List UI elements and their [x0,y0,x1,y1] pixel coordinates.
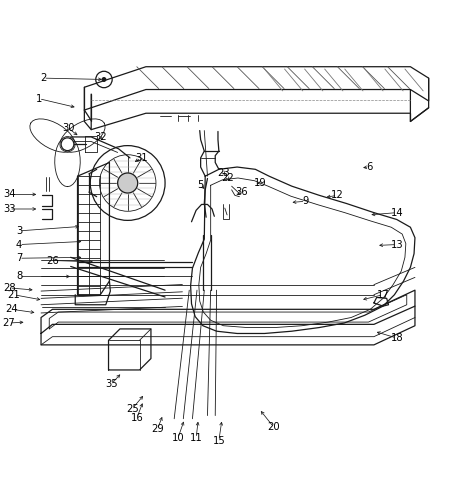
Text: 17: 17 [376,290,389,300]
Text: 24: 24 [5,304,18,314]
Text: 33: 33 [3,204,15,214]
Text: 6: 6 [365,162,372,172]
Text: 36: 36 [235,187,248,197]
Text: 22: 22 [221,173,234,183]
Circle shape [61,138,74,151]
Text: 16: 16 [130,413,143,423]
Text: 34: 34 [3,190,15,199]
Text: 26: 26 [46,255,59,265]
Text: 3: 3 [16,226,22,236]
Text: 27: 27 [3,318,15,328]
Text: 13: 13 [389,240,402,250]
Text: 18: 18 [389,333,402,343]
Text: 21: 21 [7,290,20,300]
Text: 35: 35 [105,379,118,389]
Text: 30: 30 [62,123,75,133]
Text: 9: 9 [302,196,308,206]
Circle shape [117,173,137,193]
Text: 23: 23 [217,168,229,178]
Text: 1: 1 [35,94,42,104]
Text: 7: 7 [16,253,22,263]
Text: 25: 25 [126,404,138,414]
Text: 4: 4 [16,240,22,250]
Text: 5: 5 [197,180,203,190]
Text: 31: 31 [135,153,147,163]
Text: 14: 14 [389,208,402,217]
Text: 19: 19 [253,178,266,188]
Text: 2: 2 [40,73,46,83]
Text: 10: 10 [171,433,184,444]
Text: 20: 20 [267,422,279,432]
Text: 11: 11 [189,433,202,444]
Text: 28: 28 [3,283,15,293]
Text: 32: 32 [94,132,106,143]
Text: 15: 15 [212,436,225,445]
Circle shape [102,78,106,81]
Text: 12: 12 [330,190,343,200]
Text: 29: 29 [151,424,163,434]
Text: 8: 8 [16,272,22,281]
